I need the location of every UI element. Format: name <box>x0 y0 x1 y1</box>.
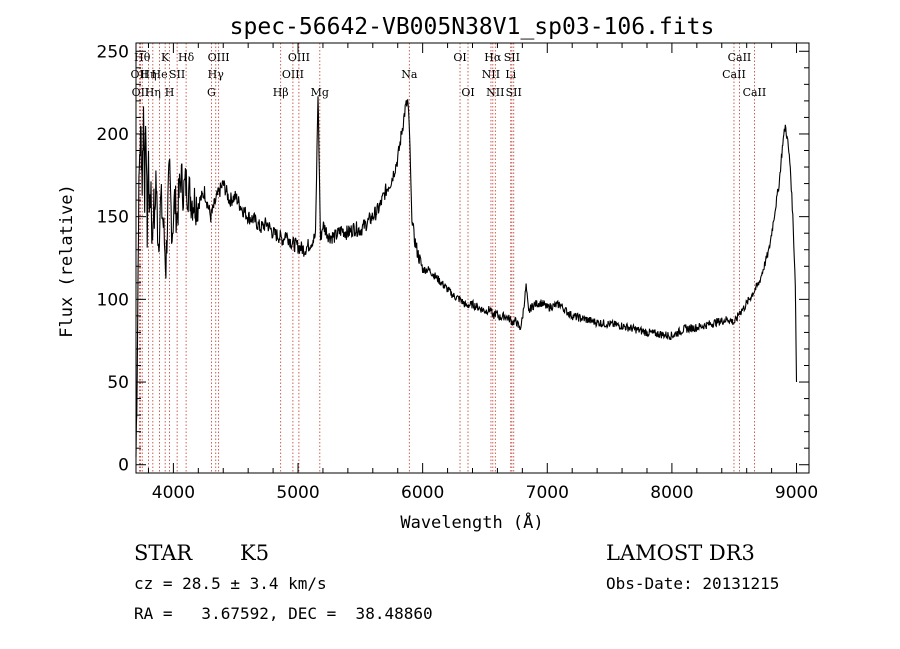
line-label: CaII <box>743 86 767 99</box>
x-tick-label: 4000 <box>152 483 195 503</box>
line-label: CaII <box>722 68 746 81</box>
line-label: SII <box>506 86 522 99</box>
x-tick-label: 6000 <box>401 483 444 503</box>
line-label: SII <box>504 51 520 64</box>
ra-dec: RA = 3.67592, DEC = 38.48860 <box>134 604 433 623</box>
info-panel: STAR K5 LAMOST DR3 cz = 28.5 ± 3.4 km/s … <box>134 541 779 623</box>
x-axis: 4000 5000 6000 7000 8000 9000 <box>147 43 818 503</box>
line-label: NII <box>486 86 504 99</box>
line-label: OII <box>131 68 149 81</box>
line-label: H <box>165 86 175 99</box>
line-label: Na <box>401 68 418 81</box>
line-label: Hη <box>140 68 156 81</box>
y-tick-label: 100 <box>97 290 129 310</box>
object-subclass: K5 <box>240 541 269 565</box>
line-label: Li <box>505 68 516 81</box>
line-label: K <box>161 51 170 64</box>
plot-frame <box>135 42 810 474</box>
object-class: STAR <box>134 541 193 565</box>
spectral-line-markers <box>138 43 755 473</box>
line-label: NII <box>482 68 500 81</box>
x-tick-label: 7000 <box>526 483 569 503</box>
x-axis-label: Wavelength (Å) <box>400 511 543 533</box>
line-label: Hθ <box>134 51 151 64</box>
observation-date: Obs-Date: 20131215 <box>606 574 779 593</box>
y-tick-label: 150 <box>97 208 129 228</box>
x-tick-label: 8000 <box>650 483 693 503</box>
line-label: He <box>152 68 168 81</box>
y-axis-label: Flux (relative) <box>57 184 77 338</box>
line-label: OIII <box>288 51 310 64</box>
y-tick-label: 0 <box>118 456 129 476</box>
line-label: OIII <box>282 68 304 81</box>
redshift-cz: cz = 28.5 ± 3.4 km/s <box>134 574 327 593</box>
line-label: Hγ <box>208 68 225 81</box>
y-tick-label: 200 <box>97 125 129 145</box>
line-label: G <box>207 86 216 99</box>
line-label: Hη <box>145 86 161 99</box>
survey-name: LAMOST DR3 <box>606 541 755 565</box>
line-label: OI <box>461 86 474 99</box>
spectrum-line <box>135 96 798 457</box>
line-label: Hδ <box>178 51 195 64</box>
line-label: Mg <box>311 86 329 99</box>
line-label: Hβ <box>273 86 289 99</box>
chart-title: spec-56642-VB005N38V1_sp03-106.fits <box>230 14 715 40</box>
x-tick-label: 5000 <box>276 483 319 503</box>
line-label: SII <box>169 68 185 81</box>
y-axis: 0 50 100 150 200 250 <box>97 42 809 476</box>
line-label: CaII <box>728 51 752 64</box>
y-tick-label: 250 <box>97 42 129 62</box>
line-label: OIII <box>208 51 230 64</box>
y-tick-label: 50 <box>107 373 129 393</box>
spectral-line-labels: OIIOIIHθHηHηHeKHSIIHδGHγOIIIHβOIIIOIIIMg… <box>131 51 767 99</box>
line-label: Hα <box>484 51 502 64</box>
line-label: OI <box>453 51 466 64</box>
x-tick-label: 9000 <box>775 483 818 503</box>
